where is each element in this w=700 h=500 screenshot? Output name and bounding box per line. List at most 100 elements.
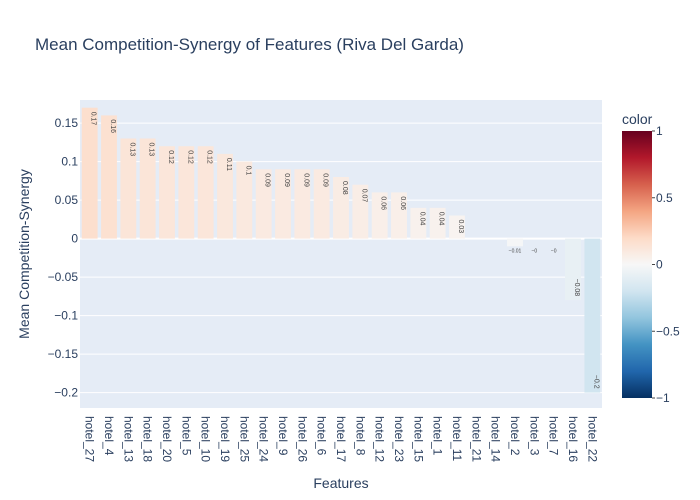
- x-tick-label: hotel_25: [237, 416, 251, 462]
- bar-label: 0.09: [302, 173, 309, 187]
- x-tick-label: hotel_4: [102, 416, 116, 456]
- bar: [391, 192, 407, 239]
- bar: [255, 169, 272, 239]
- y-tick-label: 0.05: [55, 193, 79, 207]
- y-axis-title: Mean Competition-Synergy: [16, 169, 32, 339]
- bar-label: 0.17: [90, 112, 97, 126]
- y-tick-labels: 0.15 0.1 0.05 0 −0.05 −0.1 −0.15 −0.2: [48, 116, 79, 400]
- bar: [507, 238, 523, 247]
- bar-label: 0.13: [128, 143, 135, 157]
- bar: [217, 153, 233, 239]
- bar-label: 0.09: [322, 173, 329, 187]
- y-tick-label: 0.15: [55, 116, 79, 130]
- bar: [159, 146, 175, 239]
- bar: [410, 207, 427, 239]
- x-tick-labels: hotel_27 hotel_4 hotel_13 hotel_18 hotel_20 h…: [83, 416, 600, 462]
- x-tick-label: hotel_24: [257, 416, 271, 462]
- x-tick-label: hotel_13: [121, 416, 135, 462]
- bar: [449, 215, 465, 239]
- x-tick-label: hotel_18: [141, 416, 155, 462]
- x-tick-label: hotel_12: [373, 416, 387, 462]
- bar-label: 0.04: [418, 212, 425, 226]
- bar: [178, 146, 195, 239]
- x-tick-label: hotel_27: [83, 416, 97, 462]
- bar-label: −0.01: [509, 249, 522, 255]
- x-tick-label: hotel_6: [315, 416, 329, 456]
- bar: [371, 192, 388, 239]
- x-tick-label: hotel_14: [489, 416, 503, 462]
- x-tick-label: hotel_10: [199, 416, 213, 462]
- bar-label: −0: [551, 249, 557, 255]
- x-tick-label: hotel_9: [276, 416, 290, 456]
- bar-label: 0.16: [109, 119, 116, 133]
- x-tick-label: hotel_23: [392, 416, 406, 462]
- y-tick-label: −0.1: [54, 309, 78, 323]
- bar: [139, 138, 156, 239]
- x-tick-label: hotel_8: [353, 416, 367, 456]
- bar-label: 0.11: [225, 158, 232, 171]
- colorbar-ticks: 1 0.5 0 −0.5 −1: [652, 124, 680, 405]
- chart-title: Mean Competition-Synergy of Features (Ri…: [35, 35, 464, 54]
- bar-labels-group: 0.17 0.16 0.13 0.13 0.12 0.12 0.12 0.11 0.1 0.09 0…: [90, 112, 600, 389]
- bar: [236, 161, 253, 239]
- bar-label: 0.12: [206, 150, 213, 164]
- x-tick-label: hotel_2: [508, 416, 522, 456]
- y-tick-label: −0.2: [54, 386, 78, 400]
- x-tick-label: hotel_20: [160, 416, 174, 462]
- bar-label: 0.06: [380, 196, 387, 210]
- colorbar-tick-label: −1: [656, 391, 670, 405]
- x-tick-label: hotel_17: [334, 416, 348, 462]
- plot-background: [80, 100, 602, 408]
- bar-label: −0.08: [573, 278, 580, 296]
- bars-group: [81, 107, 601, 393]
- y-tick-label: −0.05: [48, 270, 79, 284]
- colorbar-tick-label: 1: [656, 124, 663, 138]
- bar: [197, 146, 214, 239]
- x-tick-label: hotel_11: [450, 416, 464, 461]
- y-tick-label: 0: [71, 232, 78, 246]
- x-tick-label: hotel_26: [295, 416, 309, 462]
- bar-label: 0.03: [457, 220, 464, 234]
- bar: [313, 169, 330, 239]
- x-tick-label: hotel_1: [431, 416, 445, 456]
- bar-label: 0.09: [283, 173, 290, 187]
- bar: [275, 169, 291, 239]
- bar-label: −0.2: [592, 375, 599, 389]
- colorbar-title: color: [622, 111, 653, 127]
- colorbar-tick-label: −0.5: [656, 324, 680, 338]
- bar-label: 0.08: [341, 181, 348, 195]
- bar-label: 0.13: [148, 143, 155, 157]
- bar: [565, 238, 581, 301]
- bar-label: 0.06: [399, 196, 406, 210]
- x-tick-label: hotel_3: [527, 416, 541, 456]
- x-tick-label: hotel_22: [585, 416, 599, 462]
- bar-label: 0.12: [167, 150, 174, 164]
- bar: [584, 238, 601, 393]
- bar: [81, 107, 98, 239]
- colorbar-tick-label: 0.5: [656, 191, 673, 205]
- x-tick-label: hotel_21: [469, 416, 483, 462]
- x-tick-label: hotel_19: [218, 416, 232, 462]
- y-tick-label: −0.15: [48, 347, 79, 361]
- bar-label: −0: [531, 249, 537, 255]
- colorbar-tick-label: 0: [656, 258, 663, 272]
- x-tick-label: hotel_7: [547, 416, 561, 456]
- x-tick-label: hotel_15: [411, 416, 425, 462]
- x-tick-label: hotel_5: [179, 416, 193, 456]
- bar: [101, 115, 117, 239]
- bar: [294, 169, 311, 239]
- bar: [120, 138, 137, 239]
- x-tick-label: hotel_16: [566, 416, 580, 462]
- bar-label: 0.09: [264, 173, 271, 187]
- bar-label: 0.12: [186, 150, 193, 164]
- x-axis-title: Features: [313, 475, 368, 491]
- bar-label: 0.1: [244, 166, 251, 176]
- bar: [429, 207, 446, 239]
- colorbar: [622, 131, 652, 398]
- bar-label: 0.04: [438, 212, 445, 226]
- y-tick-label: 0.1: [61, 155, 78, 169]
- bar: [352, 184, 369, 239]
- bar-label: 0.07: [360, 189, 367, 203]
- bar: [333, 177, 349, 239]
